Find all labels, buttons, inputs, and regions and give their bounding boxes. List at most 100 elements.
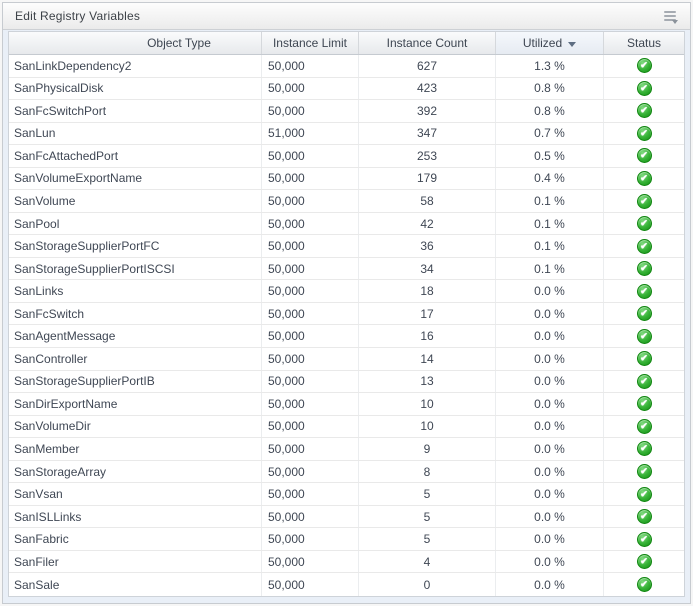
table-row[interactable]: SanFcSwitch 50,000 17 0.0 % xyxy=(9,302,684,326)
table-row[interactable]: SanVolumeExportName 50,000 179 0.4 % xyxy=(9,167,684,191)
table-row[interactable]: SanDirExportName 50,000 10 0.0 % xyxy=(9,393,684,416)
object-type-cell: SanFcSwitchPort xyxy=(9,100,262,122)
table-row[interactable]: SanFcSwitchPort 50,000 392 0.8 % xyxy=(9,100,684,123)
status-cell xyxy=(604,78,684,100)
instance-count-cell: 18 xyxy=(359,280,496,302)
instance-limit-cell: 50,000 xyxy=(262,302,359,325)
status-cell xyxy=(604,573,684,596)
table-row[interactable]: SanSale 50,000 0 0.0 % xyxy=(9,573,684,596)
instance-limit-cell: 50,000 xyxy=(262,528,359,550)
instance-count-cell: 5 xyxy=(359,528,496,550)
table-row[interactable]: SanLinkDependency2 50,000 627 1.3 % xyxy=(9,55,684,78)
instance-limit-cell: 50,000 xyxy=(262,460,359,483)
table-row[interactable]: SanPhysicalDisk 50,000 423 0.8 % xyxy=(9,77,684,101)
utilized-cell: 0.0 % xyxy=(496,415,604,438)
table-row[interactable]: SanStorageArray 50,000 8 0.0 % xyxy=(9,460,684,484)
panel-title: Edit Registry Variables xyxy=(15,9,141,23)
table-row[interactable]: SanFiler 50,000 4 0.0 % xyxy=(9,550,684,574)
instance-count-cell: 36 xyxy=(359,235,496,257)
registry-variables-table: Object Type Instance Limit Instance Coun… xyxy=(8,31,685,597)
table-row[interactable]: SanStorageSupplierPortIB 50,000 13 0.0 % xyxy=(9,370,684,394)
table-row[interactable]: SanStorageSupplierPortISCSI 50,000 34 0.1 % xyxy=(9,257,684,281)
status-ok-icon xyxy=(636,125,652,141)
table-row[interactable]: SanISLLinks 50,000 5 0.0 % xyxy=(9,505,684,529)
status-cell xyxy=(604,145,684,167)
instance-limit-cell: 50,000 xyxy=(262,348,359,370)
table-row[interactable]: SanAgentMessage 50,000 16 0.0 % xyxy=(9,325,684,349)
utilized-cell: 0.7 % xyxy=(496,122,604,145)
instance-limit-cell: 50,000 xyxy=(262,55,359,77)
status-ok-icon xyxy=(636,80,652,96)
instance-count-cell: 9 xyxy=(359,438,496,460)
status-ok-icon xyxy=(636,238,652,254)
table-row[interactable]: SanFcAttachedPort 50,000 253 0.5 % xyxy=(9,145,684,168)
status-cell xyxy=(604,438,684,460)
utilized-cell: 0.4 % xyxy=(496,167,604,190)
instance-count-cell: 34 xyxy=(359,257,496,280)
column-header-utilized[interactable]: Utilized xyxy=(496,32,604,54)
sort-desc-icon xyxy=(568,41,577,47)
utilized-cell: 0.0 % xyxy=(496,438,604,460)
status-cell xyxy=(604,258,684,280)
instance-limit-cell: 50,000 xyxy=(262,167,359,190)
table-row[interactable]: SanVolumeDir 50,000 10 0.0 % xyxy=(9,415,684,439)
status-cell xyxy=(604,348,684,370)
object-type-cell: SanController xyxy=(9,348,262,370)
utilized-cell: 0.5 % xyxy=(496,145,604,167)
status-cell xyxy=(604,190,684,212)
table-row[interactable]: SanVolume 50,000 58 0.1 % xyxy=(9,190,684,213)
instance-limit-cell: 50,000 xyxy=(262,505,359,528)
instance-limit-cell: 50,000 xyxy=(262,438,359,460)
instance-count-cell: 179 xyxy=(359,167,496,190)
status-ok-icon xyxy=(636,261,652,277)
status-cell xyxy=(604,551,684,573)
status-ok-icon xyxy=(636,103,652,119)
utilized-cell: 0.0 % xyxy=(496,505,604,528)
utilized-cell: 0.0 % xyxy=(496,483,604,505)
object-type-cell: SanStorageSupplierPortFC xyxy=(9,235,262,257)
object-type-cell: SanMember xyxy=(9,438,262,460)
table-row[interactable]: SanLinks 50,000 18 0.0 % xyxy=(9,280,684,303)
status-ok-icon xyxy=(636,486,652,502)
status-ok-icon xyxy=(636,577,652,593)
status-ok-icon xyxy=(636,148,652,164)
instance-count-cell: 10 xyxy=(359,393,496,415)
status-ok-icon xyxy=(636,328,652,344)
object-type-cell: SanSale xyxy=(9,573,262,596)
utilized-cell: 0.8 % xyxy=(496,77,604,100)
status-ok-icon xyxy=(636,531,652,547)
table-row[interactable]: SanMember 50,000 9 0.0 % xyxy=(9,438,684,461)
status-ok-icon xyxy=(636,418,652,434)
column-header-object-type[interactable]: Object Type xyxy=(9,32,262,54)
instance-count-cell: 392 xyxy=(359,100,496,122)
object-type-cell: SanAgentMessage xyxy=(9,325,262,348)
column-header-instance-count[interactable]: Instance Count xyxy=(359,32,496,54)
instance-count-cell: 10 xyxy=(359,415,496,438)
table-header: Object Type Instance Limit Instance Coun… xyxy=(9,32,684,55)
instance-count-cell: 17 xyxy=(359,302,496,325)
column-header-instance-limit[interactable]: Instance Limit xyxy=(262,32,359,54)
utilized-cell: 0.0 % xyxy=(496,280,604,302)
column-header-status[interactable]: Status xyxy=(626,36,662,50)
instance-count-cell: 627 xyxy=(359,55,496,77)
status-cell xyxy=(604,506,684,528)
status-cell xyxy=(604,461,684,483)
table-row[interactable]: SanController 50,000 14 0.0 % xyxy=(9,348,684,371)
instance-count-cell: 14 xyxy=(359,348,496,370)
object-type-cell: SanISLLinks xyxy=(9,505,262,528)
table-row[interactable]: SanStorageSupplierPortFC 50,000 36 0.1 % xyxy=(9,235,684,258)
panel-menu-button[interactable] xyxy=(664,9,680,24)
table-row[interactable]: SanPool 50,000 42 0.1 % xyxy=(9,212,684,236)
status-ok-icon xyxy=(636,170,652,186)
table-row[interactable]: SanFabric 50,000 5 0.0 % xyxy=(9,528,684,551)
object-type-cell: SanVolumeDir xyxy=(9,415,262,438)
utilized-cell: 0.1 % xyxy=(496,257,604,280)
status-ok-icon xyxy=(636,306,652,322)
status-cell xyxy=(604,416,684,438)
instance-limit-cell: 50,000 xyxy=(262,100,359,122)
table-row[interactable]: SanLun 51,000 347 0.7 % xyxy=(9,122,684,146)
table-row[interactable]: SanVsan 50,000 5 0.0 % xyxy=(9,483,684,506)
status-ok-icon xyxy=(636,373,652,389)
utilized-cell: 0.0 % xyxy=(496,528,604,550)
